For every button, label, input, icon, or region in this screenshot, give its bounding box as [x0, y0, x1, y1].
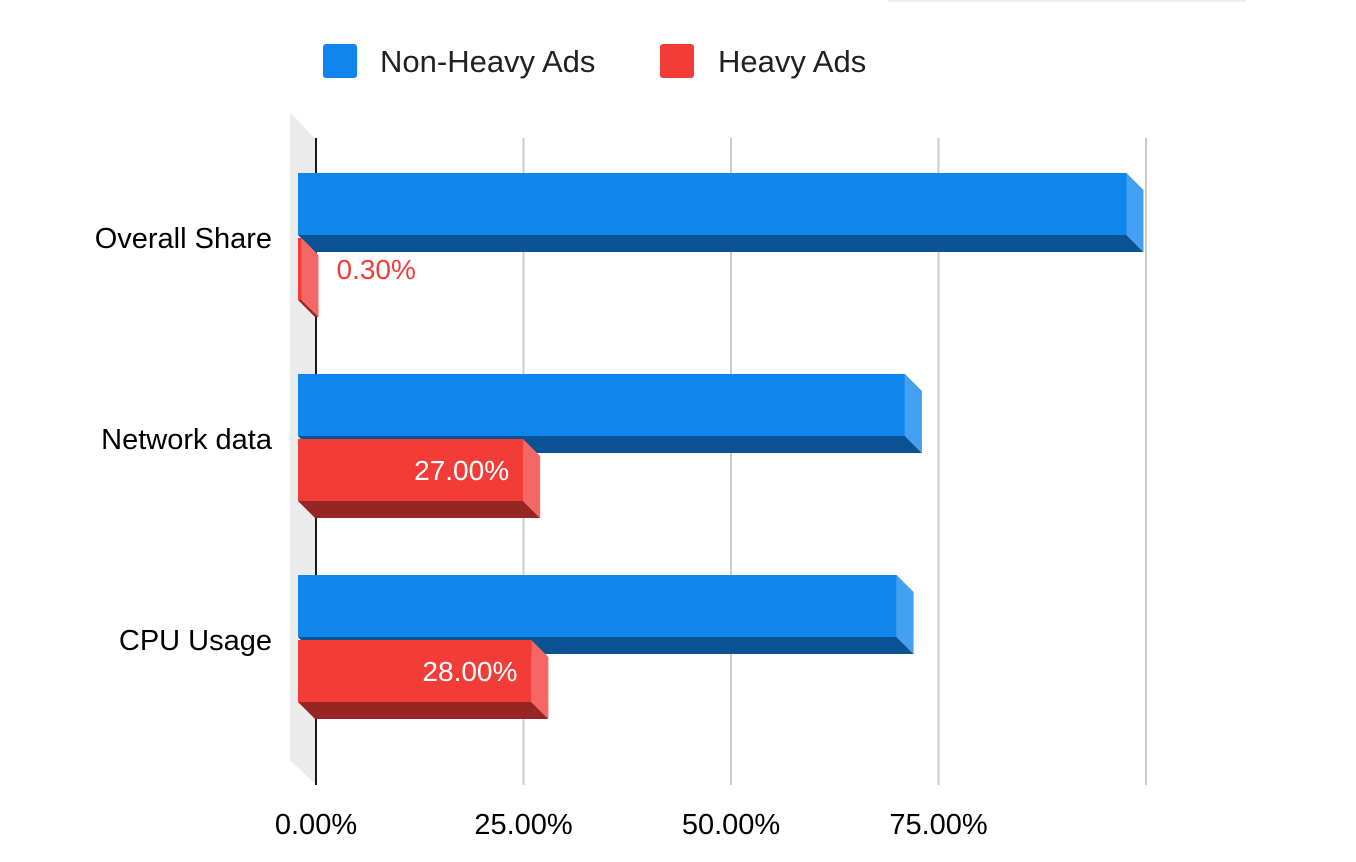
bar-end-face	[1126, 173, 1144, 252]
bar-bottom-face	[298, 501, 541, 518]
bars: 0.30% 27.00% 28.00%	[298, 173, 1144, 719]
legend: Non-Heavy Ads Heavy Ads	[323, 44, 866, 79]
top-edge-strip	[888, 0, 1246, 2]
bar-front-face	[298, 238, 302, 300]
bar-end-face	[896, 575, 914, 654]
bar-bottom-face	[298, 235, 1144, 252]
category-label-overall-share: Overall Share	[95, 223, 272, 255]
data-label-heavy-ads-overall-share: 0.30%	[336, 254, 415, 285]
bar-front-face	[298, 575, 897, 637]
bar-end-face	[523, 439, 541, 518]
plot-area: 0.30% 27.00% 28.00% Overall Share Network d…	[95, 112, 1147, 841]
x-tick-label: 75.00%	[889, 809, 987, 841]
category-labels: Overall Share Network data CPU Usage	[95, 223, 273, 657]
bar-bottom-face	[298, 702, 549, 719]
bar-non-heavy-ads-overall-share	[298, 173, 1144, 252]
bar-heavy-ads-network-data: 27.00%	[298, 439, 541, 518]
bar-end-face	[531, 640, 549, 719]
bar-bottom-face	[298, 300, 319, 317]
legend-swatch-non-heavy-ads	[323, 44, 357, 78]
bar-heavy-ads-overall-share: 0.30%	[298, 238, 416, 317]
bar-end-face	[301, 238, 319, 317]
legend-label-heavy-ads: Heavy Ads	[718, 44, 866, 79]
bar-front-face	[298, 374, 905, 436]
bar-front-face	[298, 439, 524, 501]
data-label-heavy-ads-network-data: 27.00%	[414, 455, 509, 486]
legend-label-non-heavy-ads: Non-Heavy Ads	[380, 44, 595, 79]
data-label-heavy-ads-cpu-usage: 28.00%	[422, 656, 517, 687]
category-label-cpu-usage: CPU Usage	[119, 625, 272, 657]
bar-heavy-ads-cpu-usage: 28.00%	[298, 640, 549, 719]
x-tick-label: 25.00%	[474, 809, 572, 841]
category-label-network-data: Network data	[101, 424, 273, 456]
bar-front-face	[298, 640, 532, 702]
x-tick-label: 0.00%	[275, 809, 357, 841]
bar-front-face	[298, 173, 1127, 235]
bar-end-face	[904, 374, 922, 453]
x-tick-label: 50.00%	[682, 809, 780, 841]
x-tick-labels: 0.00% 25.00% 50.00% 75.00%	[275, 809, 988, 841]
legend-swatch-heavy-ads	[660, 44, 694, 78]
